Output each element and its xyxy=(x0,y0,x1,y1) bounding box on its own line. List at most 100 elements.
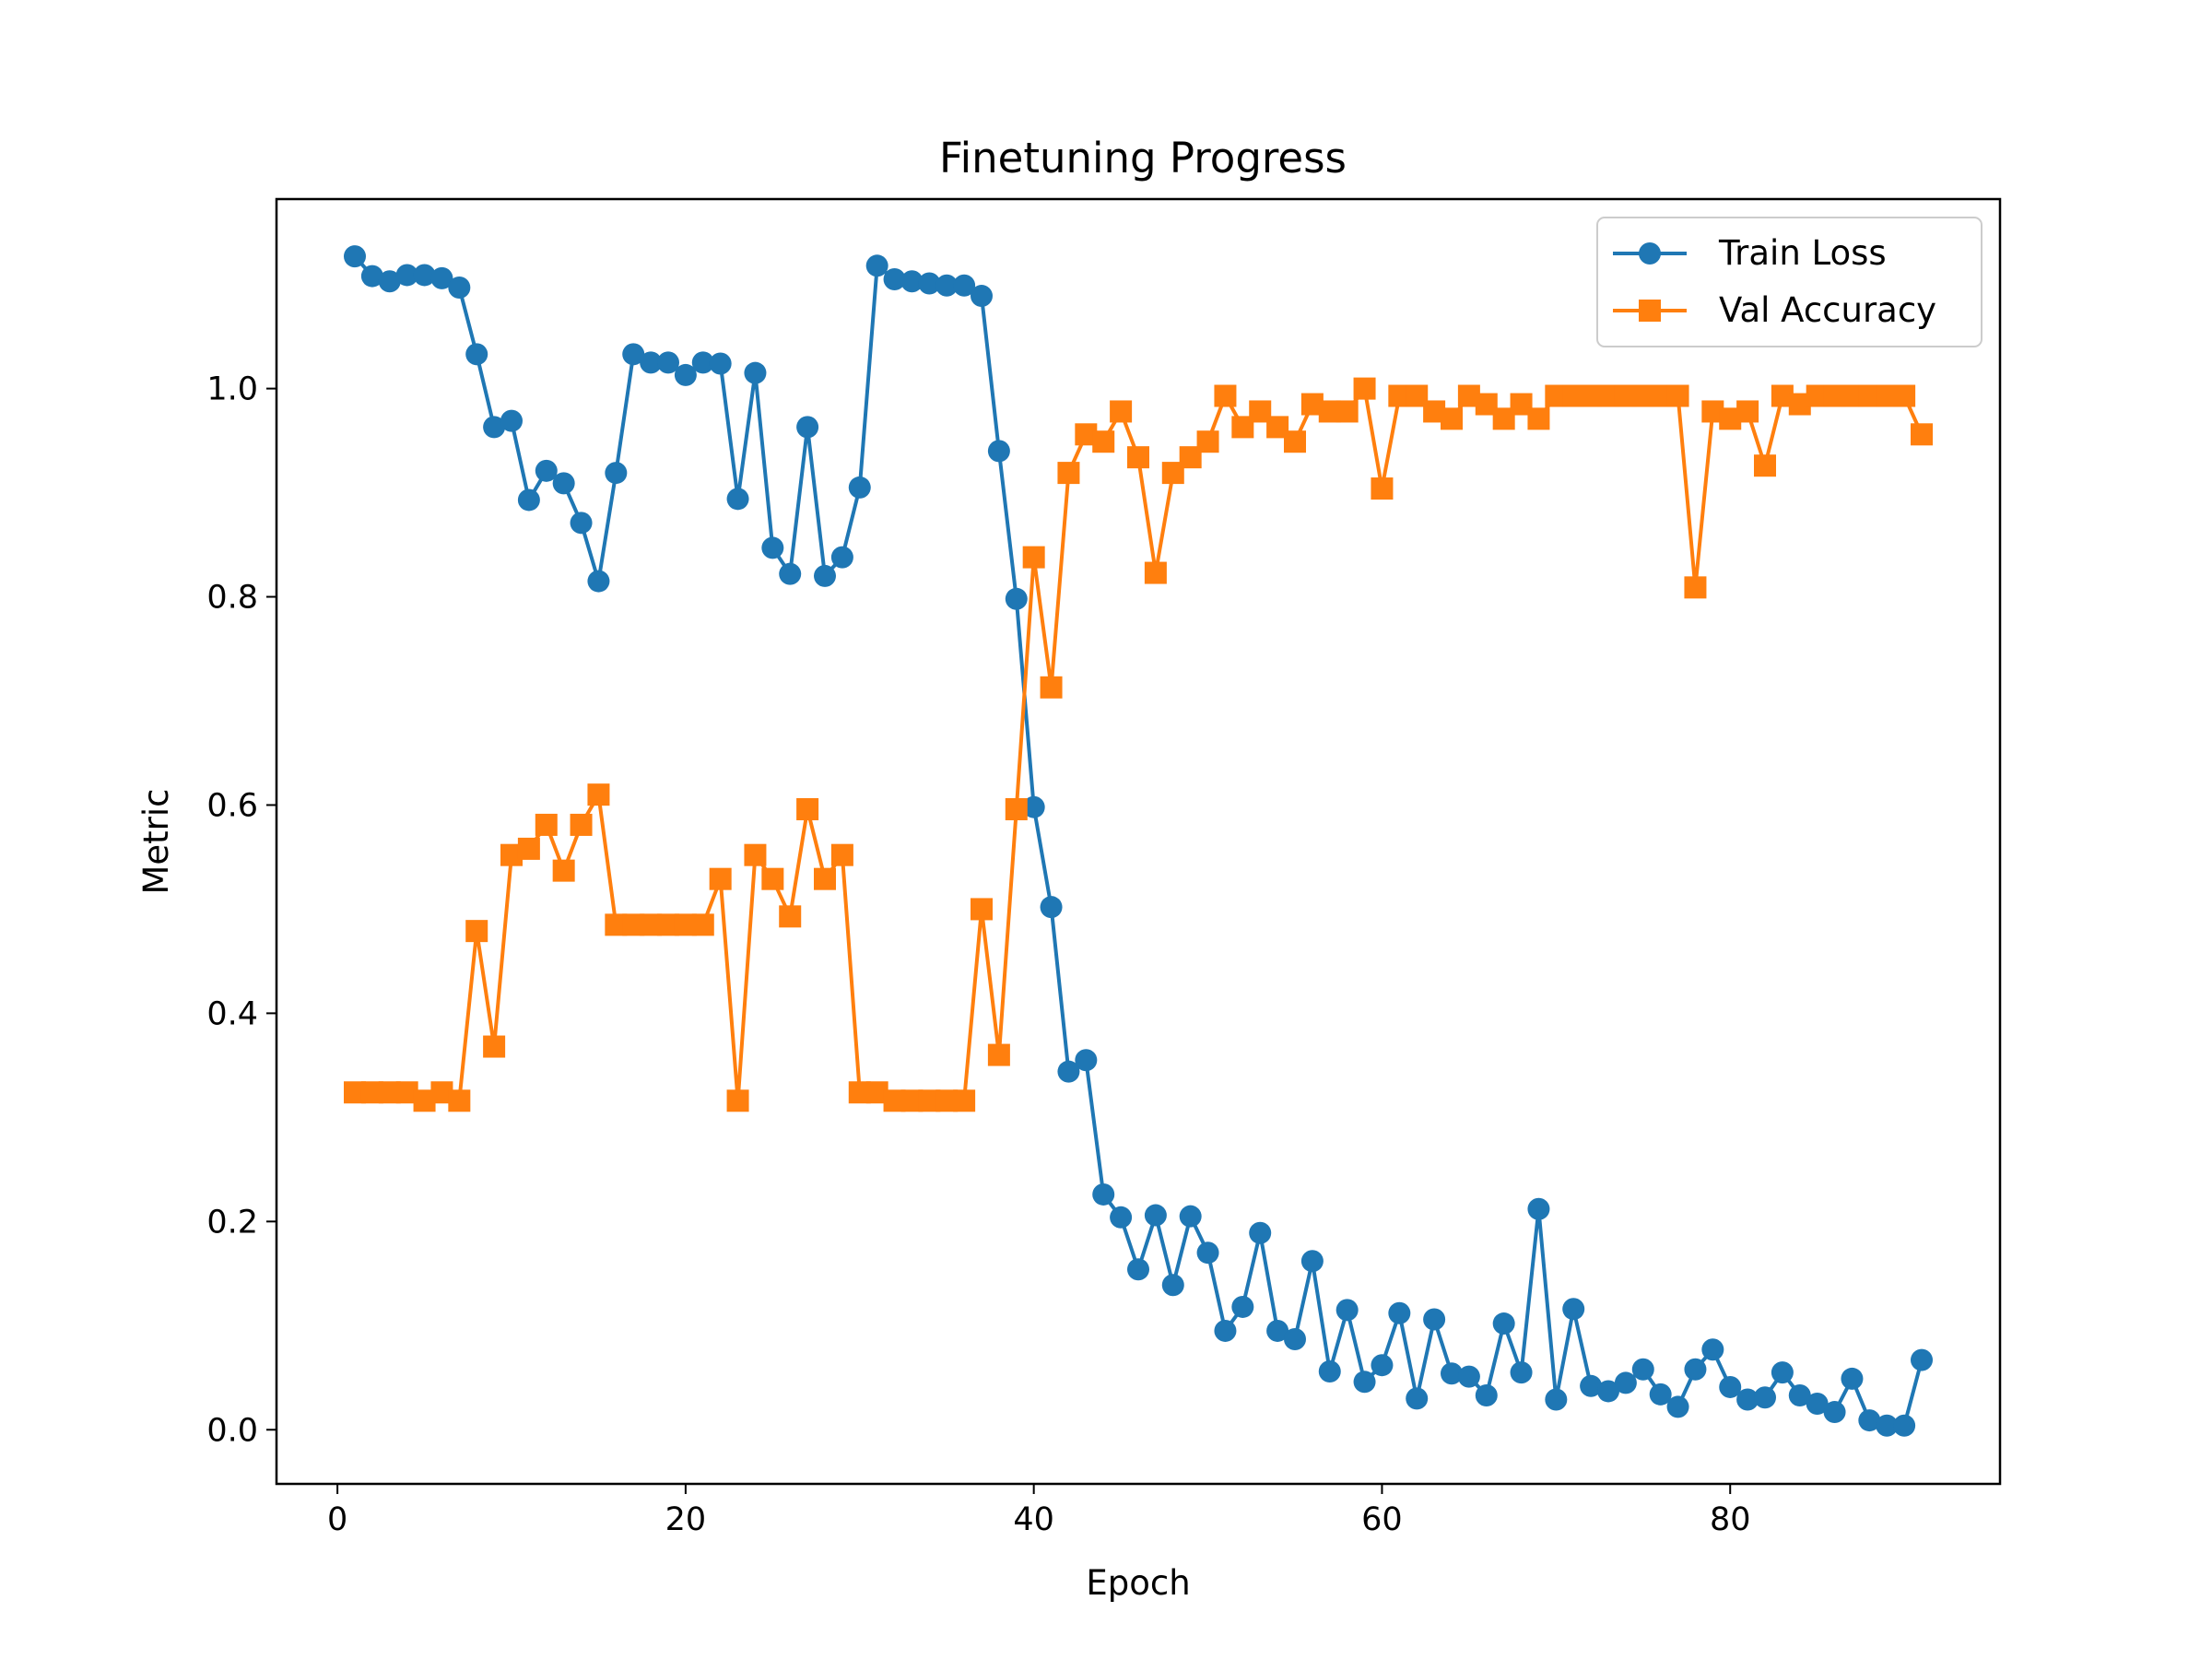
x-tick-label: 80 xyxy=(1710,1501,1751,1538)
data-point xyxy=(1075,1049,1098,1072)
data-point xyxy=(761,867,784,890)
data-point xyxy=(796,797,819,820)
data-point xyxy=(1527,407,1550,430)
data-point xyxy=(1457,1365,1480,1388)
y-tick-label: 0.8 xyxy=(206,580,258,617)
x-tick-label: 40 xyxy=(1013,1501,1054,1538)
data-point xyxy=(1806,1393,1829,1416)
data-point xyxy=(1161,462,1184,485)
data-point xyxy=(378,270,401,293)
y-tick-label: 0.6 xyxy=(206,787,258,824)
data-point xyxy=(1335,1299,1359,1322)
data-point xyxy=(1736,400,1759,423)
data-point xyxy=(1057,1060,1080,1083)
data-point xyxy=(360,265,383,288)
data-point xyxy=(640,351,663,374)
data-point xyxy=(935,274,959,297)
data-point xyxy=(1684,576,1707,599)
data-point xyxy=(796,416,819,439)
chart-title: Finetuning Progress xyxy=(939,134,1347,182)
y-tick-label: 0.0 xyxy=(206,1412,258,1449)
data-point xyxy=(483,416,506,439)
data-point xyxy=(552,859,575,882)
y-tick-label: 1.0 xyxy=(206,371,258,408)
data-point xyxy=(814,867,836,890)
data-point xyxy=(448,1089,471,1112)
data-point xyxy=(1858,1409,1881,1432)
data-point xyxy=(1754,1386,1776,1409)
data-point xyxy=(987,1043,1010,1066)
data-point xyxy=(1214,384,1237,407)
data-point xyxy=(726,488,749,511)
data-point xyxy=(1284,430,1306,453)
data-point xyxy=(1754,454,1776,477)
data-point xyxy=(1214,1319,1237,1342)
data-point xyxy=(1893,384,1916,407)
data-point xyxy=(448,276,471,300)
data-point xyxy=(1318,1359,1341,1382)
y-axis-ticks: 0.0 0.2 0.4 0.6 0.8 1.0 xyxy=(206,371,276,1449)
data-point xyxy=(1231,1295,1254,1318)
data-point xyxy=(848,476,871,499)
data-point xyxy=(1475,1383,1498,1406)
data-point xyxy=(1841,1367,1864,1390)
data-point xyxy=(1441,407,1463,430)
data-point xyxy=(1040,676,1063,699)
x-tick-label: 0 xyxy=(327,1501,347,1538)
data-point xyxy=(1179,1205,1202,1228)
data-point xyxy=(1144,561,1167,584)
legend-label: Train Loss xyxy=(1718,233,1887,273)
data-point xyxy=(1161,1274,1184,1297)
data-point xyxy=(344,245,366,268)
data-point xyxy=(535,813,558,836)
plot-frame xyxy=(275,197,2002,1486)
data-point xyxy=(1022,546,1045,569)
data-point xyxy=(517,837,540,860)
data-point xyxy=(1788,1383,1811,1406)
data-point xyxy=(1300,1250,1324,1273)
data-point xyxy=(1040,896,1063,919)
data-point xyxy=(1196,430,1219,453)
data-point xyxy=(1284,1327,1306,1350)
data-point xyxy=(674,363,697,386)
data-point xyxy=(726,1089,749,1112)
data-point xyxy=(1823,1401,1846,1424)
series-val-accuracy xyxy=(344,377,1933,1112)
data-point xyxy=(1719,1375,1742,1398)
data-point xyxy=(883,267,906,290)
data-point xyxy=(1649,1382,1672,1406)
data-point xyxy=(483,1035,506,1058)
data-point xyxy=(935,1089,959,1112)
data-point xyxy=(1876,1414,1899,1437)
data-point xyxy=(1335,400,1359,423)
data-point xyxy=(1196,1241,1219,1265)
data-point xyxy=(1631,1358,1654,1381)
data-point xyxy=(1110,400,1133,423)
data-point xyxy=(1736,1388,1759,1411)
data-point xyxy=(517,488,540,512)
data-point xyxy=(1022,795,1045,818)
data-point xyxy=(1371,1354,1394,1377)
data-point xyxy=(1893,1414,1916,1437)
data-point xyxy=(971,898,993,921)
y-axis-label: Metric xyxy=(136,788,176,894)
plot-series xyxy=(344,245,1933,1437)
data-point xyxy=(987,440,1010,463)
data-point xyxy=(1249,1221,1272,1244)
data-point xyxy=(814,564,836,587)
x-tick-label: 60 xyxy=(1361,1501,1403,1538)
data-point xyxy=(535,459,558,482)
data-point xyxy=(971,285,993,308)
data-point xyxy=(1353,1371,1376,1394)
legend-box xyxy=(1596,217,1983,347)
data-point xyxy=(953,274,976,297)
legend: Train Loss Val Accuracy xyxy=(1596,217,1983,347)
data-point xyxy=(709,352,732,375)
data-point xyxy=(413,264,436,287)
legend-marker xyxy=(1639,300,1661,322)
data-point xyxy=(900,270,924,293)
series-train-loss xyxy=(344,245,1933,1437)
data-point xyxy=(1666,1395,1689,1418)
data-point xyxy=(1092,1182,1115,1206)
data-point xyxy=(779,562,802,585)
